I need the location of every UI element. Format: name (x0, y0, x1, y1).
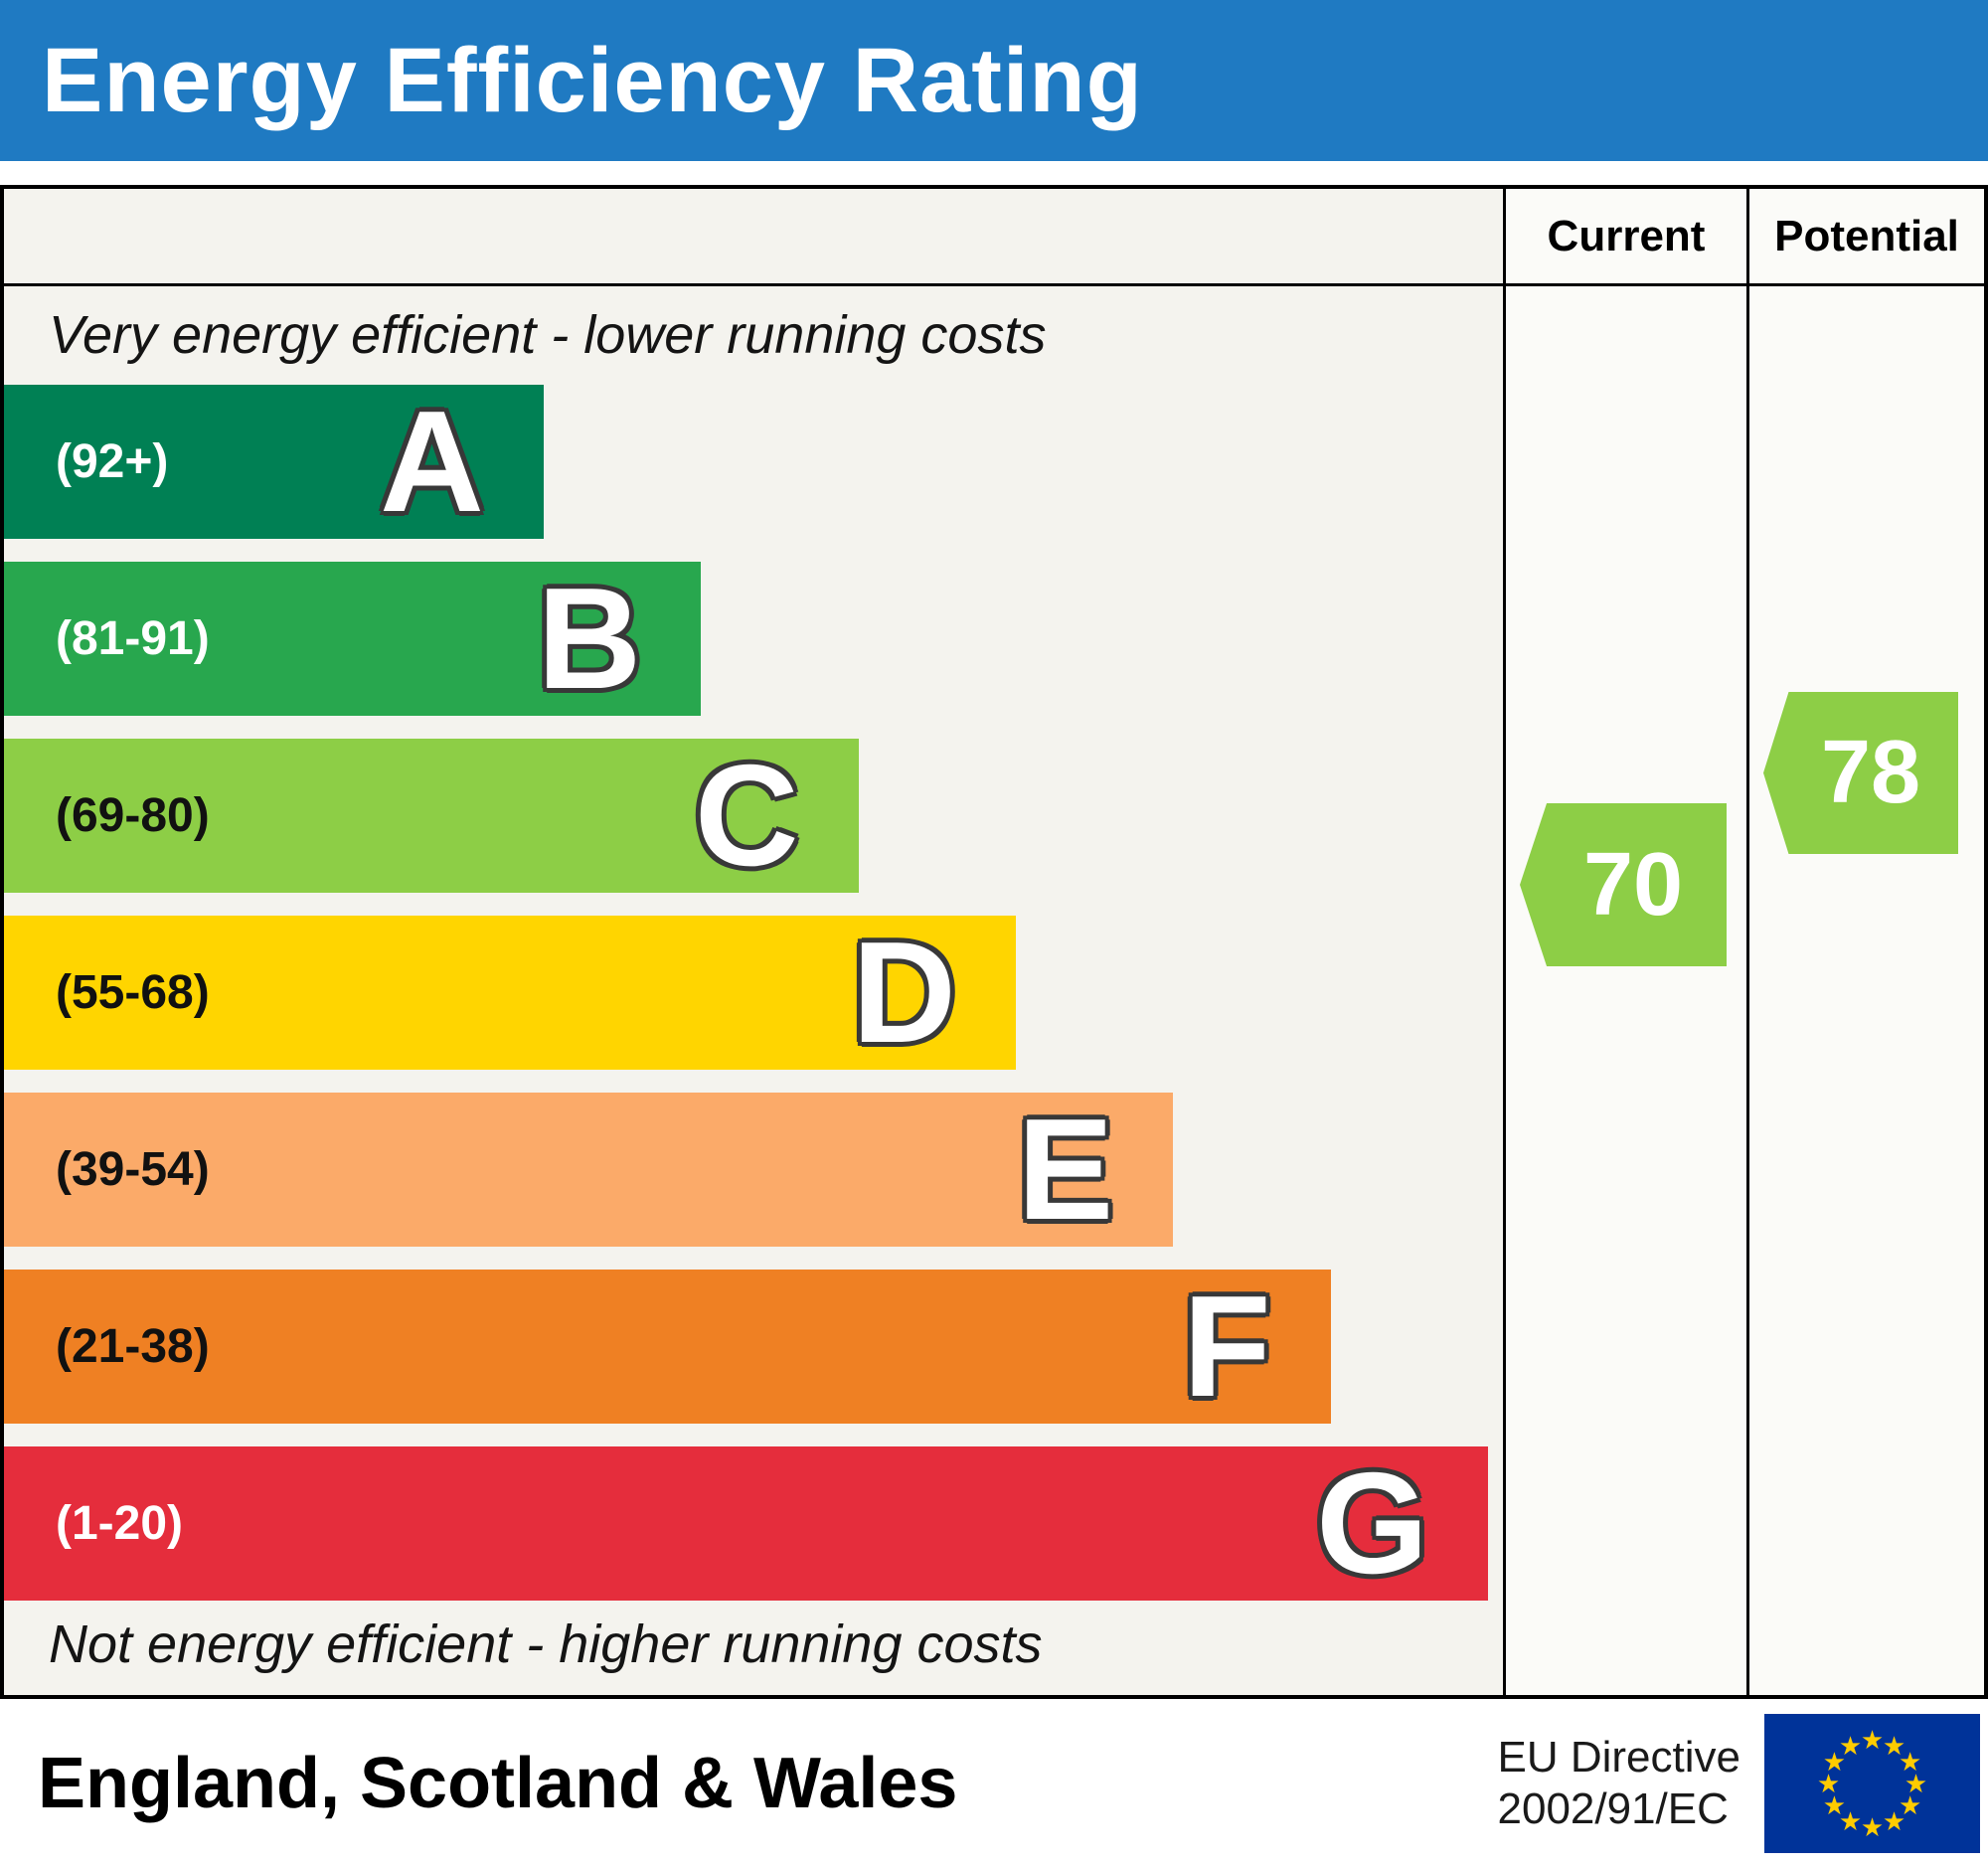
potential-rating-arrow: 78 (1763, 692, 1958, 854)
band-c-bar: (69-80) C (4, 739, 859, 893)
eu-flag-star: ★ (1817, 1770, 1840, 1799)
eu-directive-line2: 2002/91/EC (1497, 1783, 1729, 1833)
eu-flag-star: ★ (1823, 1791, 1846, 1821)
band-a-bar: (92+) A (4, 385, 544, 539)
eu-flag-icon: ★★★★★★★★★★★★ (1764, 1713, 1980, 1853)
band-range-label: (69-80) (56, 789, 210, 842)
band-letter: G (1316, 1443, 1428, 1604)
band-range-label: (1-20) (56, 1497, 184, 1550)
current-rating-value: 70 (1582, 834, 1684, 934)
bottom-note: Not energy efficient - higher running co… (49, 1614, 1043, 1674)
band-area: (92+) A (81-91) B (69-80) C (55-68) D (39-54) E (2… (4, 385, 1503, 1601)
band-b-bar: (81-91) B (4, 558, 702, 719)
band-range-label: (81-91) (56, 612, 210, 665)
potential-column-background (1749, 189, 1984, 1695)
eu-flag-star: ★ (1899, 1791, 1921, 1821)
eu-flag-star: ★ (1839, 1807, 1862, 1837)
band-range-label: (92+) (56, 435, 169, 488)
eu-flag-star: ★ (1839, 1731, 1862, 1761)
band-e-bar: (39-54) E (4, 1089, 1174, 1250)
eu-flag-star: ★ (1883, 1807, 1905, 1837)
band-f-bar: (21-38) F (4, 1270, 1331, 1424)
band-range-label: (39-54) (56, 1143, 210, 1196)
footer-bar: England, Scotland & Wales EU Directive 2… (0, 1699, 1988, 1867)
potential-rating-value: 78 (1820, 723, 1921, 822)
band-letter: B (537, 558, 642, 719)
eu-flag-star: ★ (1861, 1726, 1884, 1756)
band-range-label: (55-68) (56, 966, 210, 1019)
eu-flag-star: ★ (1883, 1731, 1905, 1761)
rating-chart: Current Potential Very energy efficient … (0, 185, 1988, 1699)
header-bar: Energy Efficiency Rating (0, 0, 1988, 161)
band-letter: D (852, 912, 956, 1073)
eu-directive-label: EU Directive 2002/91/EC (1498, 1732, 1741, 1835)
current-column-header: Current (1547, 212, 1706, 260)
band-letter: F (1183, 1266, 1271, 1427)
potential-column-divider (1746, 189, 1749, 1695)
current-column-divider (1503, 189, 1506, 1695)
eu-flag-star: ★ (1905, 1770, 1927, 1799)
potential-column-header: Potential (1774, 212, 1959, 260)
band-letter: E (1017, 1089, 1114, 1250)
band-g-bar: (1-20) G (4, 1446, 1488, 1601)
current-rating-arrow: 70 (1520, 803, 1727, 966)
eu-flag-star: ★ (1823, 1748, 1846, 1778)
region-label: England, Scotland & Wales (38, 1743, 958, 1823)
band-range-label: (21-38) (56, 1320, 210, 1373)
page-title: Energy Efficiency Rating (42, 29, 1143, 131)
column-header-rule (4, 283, 1984, 286)
eu-flag-star: ★ (1899, 1748, 1921, 1778)
eu-flag-star: ★ (1861, 1813, 1884, 1843)
band-letter: C (694, 735, 799, 896)
band-letter: A (380, 381, 484, 542)
band-d-bar: (55-68) D (4, 916, 1016, 1070)
top-note: Very energy efficient - lower running co… (49, 305, 1047, 365)
eu-directive-line1: EU Directive (1497, 1732, 1741, 1782)
